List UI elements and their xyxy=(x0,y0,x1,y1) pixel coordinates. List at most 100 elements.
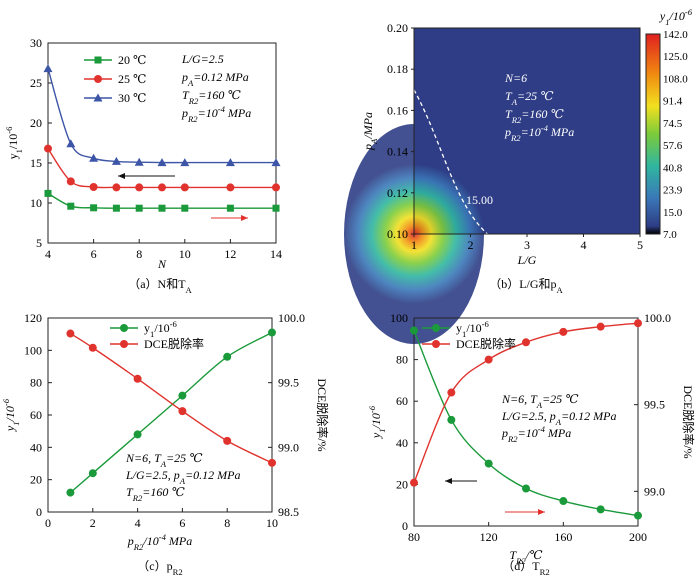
panel-caption: （a）N和TA xyxy=(128,277,192,295)
y-tick-label-a: 25 xyxy=(30,76,42,90)
x-tick-label-a: 6 xyxy=(91,247,97,261)
data-point-d xyxy=(522,484,530,493)
x-tick-label-d: 160 xyxy=(554,530,572,544)
y-axis-title-d: y1/10-6 xyxy=(367,405,387,439)
data-point-c xyxy=(178,391,187,400)
data-point-a xyxy=(158,204,166,212)
y-tick-label-a: 30 xyxy=(30,36,42,50)
y-axis-title-b: pA/MPa xyxy=(361,112,379,151)
data-point-d xyxy=(559,327,568,336)
x-tick-label-d: 120 xyxy=(480,530,498,544)
x-tick-label-a: 14 xyxy=(270,247,282,261)
data-point-c xyxy=(133,430,142,439)
arrowhead-left-c xyxy=(118,173,125,179)
y2-axis-title-d: DCE脱除率/% xyxy=(681,385,696,458)
y-tick-label-d: 20 xyxy=(396,477,408,491)
data-point-d xyxy=(522,338,530,347)
data-point-a xyxy=(180,158,190,167)
x-axis-title-d: TR2/℃ xyxy=(509,548,543,566)
panel-caption: （d）TR2 xyxy=(502,559,549,577)
x-tick-label-a: 10 xyxy=(179,247,191,261)
y-tick-label-b: 0.10 xyxy=(387,227,408,241)
data-point-a xyxy=(226,183,235,192)
data-point-a xyxy=(272,204,280,212)
data-point-a xyxy=(44,144,52,153)
colorbar-tick-label: 15.0 xyxy=(663,207,683,219)
data-point-a xyxy=(67,202,75,210)
legend-marker-d xyxy=(432,324,440,332)
data-point-c xyxy=(268,458,276,467)
x-tick-label-c: 0 xyxy=(45,516,51,530)
plot-frame-a xyxy=(47,42,277,244)
x-tick-label-c: 4 xyxy=(135,516,141,530)
panel-caption: （b）L/G和pA xyxy=(489,277,563,295)
x-tick-label-a: 4 xyxy=(45,247,51,261)
y-tick-label-d: 40 xyxy=(396,436,408,450)
data-point-a xyxy=(43,64,53,73)
data-point-c xyxy=(223,436,232,445)
data-point-a xyxy=(181,204,189,212)
y-tick-label-c: 120 xyxy=(24,311,42,325)
y-tick-label-a: 20 xyxy=(30,116,42,130)
data-point-a xyxy=(66,139,76,148)
y-tick-label-c: 100 xyxy=(24,343,42,357)
legend-label-c: y1/10-6 xyxy=(144,319,178,339)
legend-marker-a xyxy=(93,93,103,102)
y2-tick-label-c: 99.5 xyxy=(278,376,299,390)
annotation-d: pR2=10-4 MPa xyxy=(501,424,571,444)
data-point-c xyxy=(223,352,232,361)
data-point-a xyxy=(89,183,98,191)
data-point-d xyxy=(484,459,493,468)
data-point-c xyxy=(66,488,75,497)
data-point-a xyxy=(157,158,167,167)
annotation-c: L/G=2.5, pA=0.12 MPa xyxy=(125,468,241,486)
colorbar-tick-label: 57.6 xyxy=(663,140,683,152)
data-point-a xyxy=(225,158,235,167)
y-tick-label-a: 5 xyxy=(36,236,42,250)
x-tick-label-c: 8 xyxy=(224,516,230,530)
data-point-a xyxy=(180,183,189,192)
data-point-a xyxy=(135,183,144,192)
data-point-d xyxy=(410,326,418,335)
data-point-a xyxy=(112,204,120,212)
x-tick-label-b: 3 xyxy=(524,238,530,252)
annotation-b: pR2=10-4 MPa xyxy=(504,123,574,143)
contour-label: 15.00 xyxy=(466,193,493,207)
data-point-d xyxy=(410,478,418,487)
x-axis-title-c: pR2/10-4 MPa xyxy=(127,532,192,552)
data-point-d xyxy=(634,319,642,328)
data-point-d xyxy=(634,511,642,520)
data-point-a xyxy=(271,158,281,167)
y-tick-label-d: 100 xyxy=(390,311,408,325)
y2-tick-label-c: 98.5 xyxy=(278,505,299,519)
y-tick-label-c: 20 xyxy=(30,473,42,487)
annotation-b: TR2=160 ℃ xyxy=(505,107,564,125)
arrowhead-right-c xyxy=(241,215,248,221)
y-tick-label-b: 0.14 xyxy=(387,145,408,159)
data-point-a xyxy=(111,156,121,165)
colorbar xyxy=(645,33,661,235)
y2-tick-label-c: 99.0 xyxy=(278,440,299,454)
legend-label-d: y1/10-6 xyxy=(456,319,490,339)
colorbar-tick-label: 108.0 xyxy=(663,73,688,85)
data-point-a xyxy=(66,177,75,186)
x-tick-label-c: 6 xyxy=(179,516,185,530)
legend-label-d: DCE脱除率 xyxy=(456,336,516,351)
legend-marker-c xyxy=(120,340,128,348)
annotation-c: TR2=160 ℃ xyxy=(126,485,185,503)
y-tick-label-c: 40 xyxy=(30,440,42,454)
x-tick-label-a: 8 xyxy=(136,247,142,261)
x-tick-label-b: 5 xyxy=(637,238,643,252)
y-tick-label-b: 0.20 xyxy=(387,21,408,35)
y-tick-label-b: 0.16 xyxy=(387,103,408,117)
y-tick-label-d: 60 xyxy=(396,394,408,408)
y-tick-label-c: 80 xyxy=(30,376,42,390)
y-axis-title-c: y1/10-6 xyxy=(1,398,21,432)
data-point-a xyxy=(158,183,166,192)
y2-tick-label-d: 100.0 xyxy=(644,311,671,325)
x-tick-label-d: 200 xyxy=(629,530,647,544)
x-tick-label-c: 2 xyxy=(90,516,96,530)
y-tick-label-c: 0 xyxy=(36,505,42,519)
arrowhead-right-d xyxy=(538,509,545,515)
